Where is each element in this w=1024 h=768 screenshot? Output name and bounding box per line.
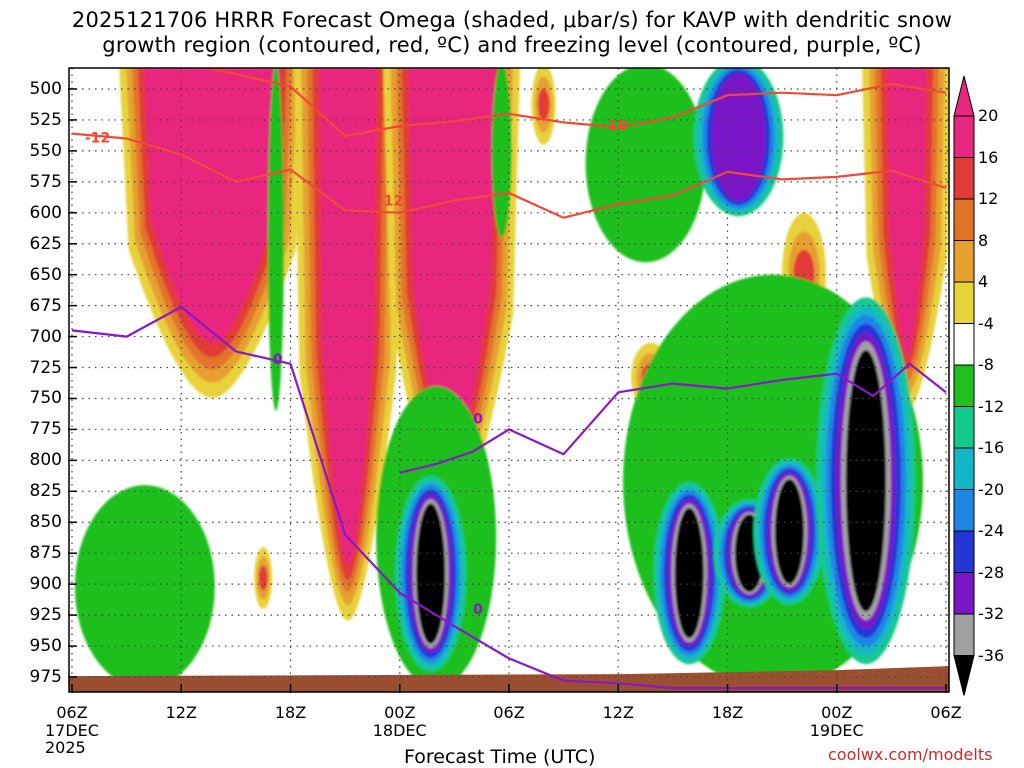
black-core-1-level-7 [416, 503, 446, 644]
contour-label-5: 0 [473, 602, 483, 618]
x-tick-label-42: 00Z [821, 703, 853, 722]
dendritic-growth-lower [71, 132, 947, 219]
pos-lobe-d-3 [537, 88, 550, 121]
dendritic-growth-upper [200, 68, 947, 138]
colorbar-label-3: 12 [978, 189, 999, 208]
chart-title-line-2: growth region (contoured, red, ºC) and f… [102, 33, 922, 57]
colorbar-bin-1 [953, 115, 975, 158]
x-tick-sublabel-42-1: 19DEC [809, 721, 864, 740]
colorbar-bin-3 [953, 198, 975, 241]
magenta-col-3-level-5 [408, 68, 495, 461]
y-tick-label-775: 775 [29, 419, 62, 440]
black-core-5-level-7 [845, 350, 886, 612]
y-tick-label-925: 925 [29, 605, 62, 626]
y-tick-label-525: 525 [29, 109, 62, 130]
x-tick-label-0: 06Z [56, 703, 88, 722]
x-tick-label-30: 12Z [602, 703, 634, 722]
x-tick-sublabel-0-2: 2025 [45, 738, 86, 757]
colorbar-top-arrow [953, 75, 975, 117]
y-tick-label-900: 900 [29, 574, 62, 595]
y-tick-label-700: 700 [29, 326, 62, 347]
black-core-2-level-7 [674, 508, 704, 639]
colorbar-label-7: -8 [978, 355, 994, 374]
x-tick-sublabel-18-1: 18DEC [372, 721, 427, 740]
x-axis-title: Forecast Time (UTC) [404, 746, 596, 768]
magenta-col-2-level-5 [319, 68, 377, 566]
colorbar-bin-2 [953, 157, 975, 200]
colorbar-label-11: -24 [978, 521, 1005, 540]
y-tick-label-575: 575 [29, 171, 62, 192]
neg-green-upper [585, 68, 706, 263]
colorbar-bin-11 [953, 530, 975, 573]
y-tick-label-725: 725 [29, 357, 62, 378]
colorbar-label-14: -36 [978, 645, 1005, 665]
y-tick-label-600: 600 [29, 202, 62, 223]
colorbar-bin-9 [953, 447, 975, 490]
colorbar-bin-8 [953, 406, 975, 449]
colorbar-label-9: -16 [978, 438, 1005, 457]
colorbar-label-1: 20 [978, 106, 999, 125]
colorbar-label-4: 8 [978, 230, 989, 250]
colorbar-label-2: 16 [978, 147, 999, 167]
colorbar-bin-12 [953, 572, 975, 615]
colorbar-bin-5 [953, 281, 975, 324]
y-tick-label-825: 825 [29, 481, 62, 502]
x-tick-label-24: 06Z [493, 703, 525, 722]
freezing-level-upper [399, 362, 947, 474]
y-tick-label-950: 950 [29, 636, 62, 657]
x-tick-sublabel-0-1: 17DEC [45, 721, 99, 740]
magenta-col-1-level-5 [144, 68, 281, 343]
x-tick-label-18: 00Z [384, 703, 416, 722]
y-tick-label-800: 800 [29, 450, 62, 471]
colorbar-label-12: -28 [978, 562, 1005, 582]
x-tick-label-48: 06Z [930, 703, 962, 722]
contour-label-2: -18 [602, 118, 627, 134]
colorbar-bin-4 [953, 240, 975, 283]
colorbar-label-5: 4 [978, 272, 989, 291]
y-tick-label-850: 850 [29, 512, 62, 533]
y-tick-label-550: 550 [29, 140, 62, 161]
colorbar-label-10: -20 [978, 479, 1005, 499]
contour-label-0: -12 [85, 130, 110, 146]
y-tick-label-625: 625 [29, 233, 62, 254]
y-tick-label-675: 675 [29, 295, 62, 316]
pos-lobe-f-3 [258, 565, 268, 591]
credit-link[interactable]: coolwx.com/modelts [828, 745, 993, 764]
colorbar-label-8: -12 [978, 396, 1005, 416]
colorbar-bin-13 [953, 613, 975, 656]
y-tick-label-875: 875 [29, 543, 62, 564]
neg-green-low-left [74, 485, 215, 689]
magenta-col-4-level-5 [887, 68, 927, 356]
contour-label-4: 0 [473, 411, 483, 427]
colorbar-bin-10 [953, 489, 975, 532]
black-core-4-level-7 [775, 479, 804, 584]
y-tick-label-750: 750 [29, 388, 62, 409]
y-tick-label-500: 500 [29, 79, 62, 99]
colorbar-bin-7 [953, 364, 975, 407]
contour-label-1: -12 [378, 193, 403, 209]
colorbar-label-13: -32 [978, 604, 1005, 623]
upper-ascent-level-5 [711, 73, 766, 202]
x-tick-label-6: 12Z [165, 703, 197, 722]
x-tick-label-36: 18Z [711, 703, 744, 722]
colorbar-label-6: -4 [978, 313, 994, 333]
x-tick-label-12: 18Z [274, 703, 307, 722]
y-tick-label-975: 975 [29, 667, 62, 687]
chart-title-line-1: 2025121706 HRRR Forecast Omega (shaded, … [71, 8, 953, 32]
contour-label-3: 0 [273, 352, 283, 368]
freezing-level [71, 305, 946, 690]
colorbar-bottom-arrow [953, 655, 975, 696]
colorbar-bin-6 [953, 323, 975, 366]
y-tick-label-650: 650 [29, 264, 62, 285]
neg-green-spike-a [267, 68, 284, 411]
